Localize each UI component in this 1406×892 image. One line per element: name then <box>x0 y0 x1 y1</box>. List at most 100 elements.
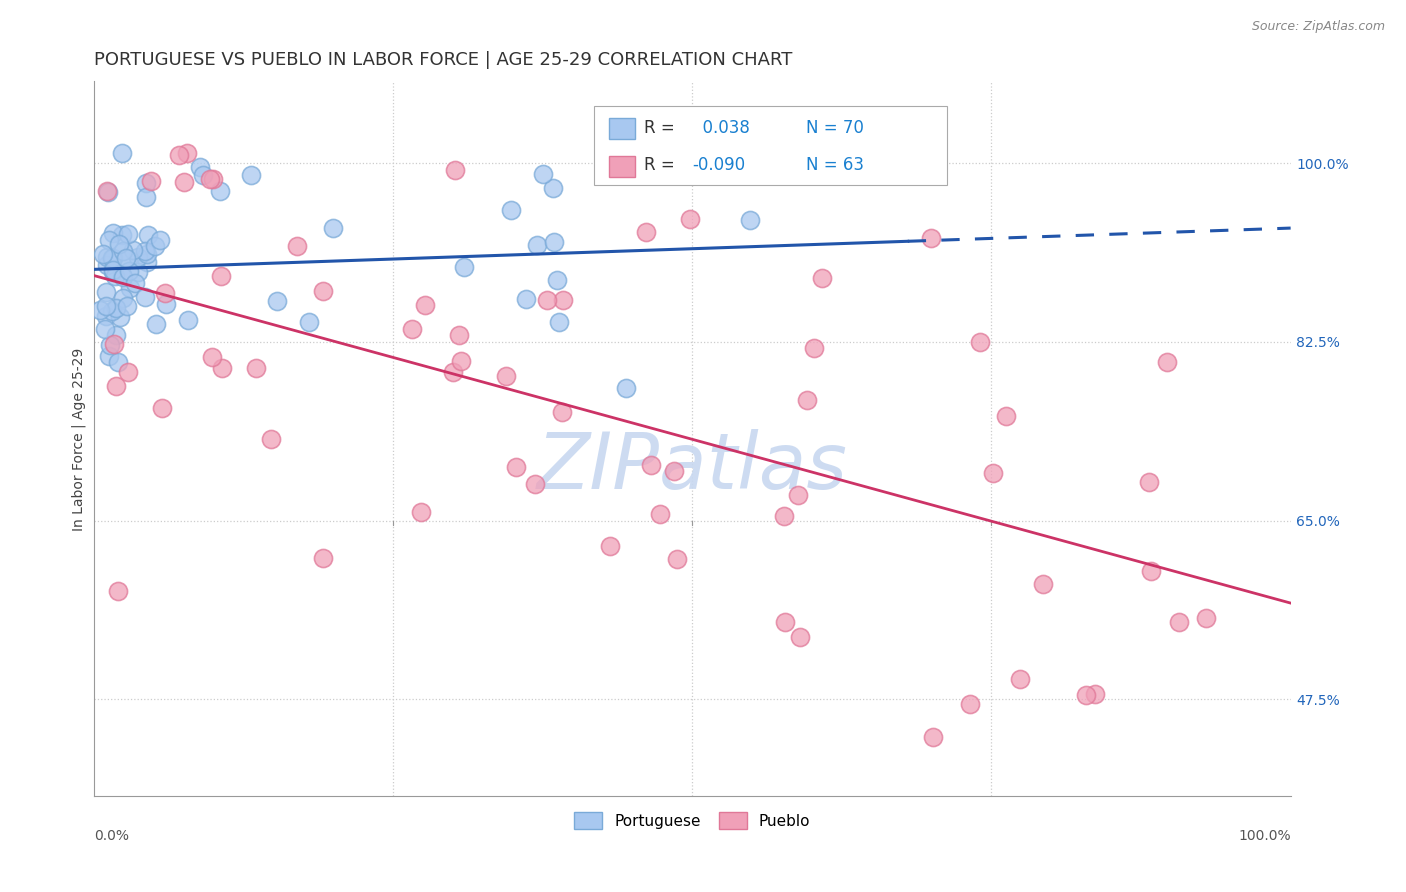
Point <box>536 293 558 307</box>
Point <box>1084 687 1107 701</box>
Point <box>177 313 200 327</box>
Text: N = 63: N = 63 <box>806 156 865 174</box>
Point <box>547 315 569 329</box>
Point <box>240 168 263 182</box>
Point <box>959 697 981 711</box>
Point <box>550 405 572 419</box>
Point <box>111 291 134 305</box>
Point <box>188 160 211 174</box>
Point <box>551 293 574 307</box>
Point <box>401 322 423 336</box>
Point <box>117 365 139 379</box>
Point <box>773 508 796 523</box>
Text: R =: R = <box>644 119 675 136</box>
Point <box>312 284 335 298</box>
Point <box>101 303 124 318</box>
Point <box>787 488 810 502</box>
Point <box>118 281 141 295</box>
Point <box>922 730 945 744</box>
Point <box>546 273 568 287</box>
Point <box>1139 475 1161 490</box>
Point <box>145 317 167 331</box>
Point <box>969 335 991 350</box>
Point <box>104 269 127 284</box>
Point <box>441 365 464 379</box>
Text: -0.090: -0.090 <box>692 156 745 174</box>
Point <box>322 220 344 235</box>
Point <box>103 263 125 277</box>
Point <box>260 432 283 446</box>
Point <box>96 185 118 199</box>
Text: R =: R = <box>644 156 675 174</box>
Text: 0.038: 0.038 <box>692 119 751 136</box>
Point <box>543 235 565 250</box>
Point <box>524 477 547 491</box>
Point <box>409 505 432 519</box>
Point <box>104 328 127 343</box>
Point <box>136 255 159 269</box>
Text: 100.0%: 100.0% <box>1239 829 1291 843</box>
Point <box>93 321 115 335</box>
Point <box>453 260 475 274</box>
Point <box>679 212 702 227</box>
Point <box>738 213 761 227</box>
Point <box>118 264 141 278</box>
Point <box>108 310 131 325</box>
Point <box>526 237 548 252</box>
Point <box>139 174 162 188</box>
Legend: Portuguese, Pueblo: Portuguese, Pueblo <box>568 806 817 835</box>
Point <box>96 299 118 313</box>
Point <box>994 409 1017 424</box>
FancyBboxPatch shape <box>595 106 948 185</box>
Point <box>640 458 662 472</box>
Point <box>115 251 138 265</box>
Point <box>1168 615 1191 630</box>
Point <box>127 265 149 279</box>
Point <box>124 276 146 290</box>
Point <box>505 459 527 474</box>
Point <box>96 309 118 323</box>
Point <box>981 467 1004 481</box>
Point <box>298 315 321 329</box>
Point <box>98 338 121 352</box>
Point <box>1008 672 1031 686</box>
Point <box>96 258 118 272</box>
Point <box>121 244 143 258</box>
Point <box>101 265 124 279</box>
Point <box>636 225 658 239</box>
Point <box>1032 577 1054 591</box>
Point <box>134 290 156 304</box>
Point <box>443 163 465 178</box>
Point <box>135 176 157 190</box>
Point <box>104 301 127 316</box>
Point <box>107 583 129 598</box>
Point <box>96 250 118 264</box>
Text: ZIPatlas: ZIPatlas <box>537 429 848 506</box>
Point <box>107 355 129 369</box>
Point <box>111 227 134 242</box>
Point <box>112 269 135 284</box>
Point <box>111 268 134 283</box>
Point <box>176 145 198 160</box>
Point <box>920 230 942 244</box>
Point <box>117 252 139 266</box>
Point <box>167 147 190 161</box>
Point <box>111 244 134 258</box>
Bar <box>609 156 636 178</box>
Point <box>665 552 688 566</box>
Point <box>495 368 517 383</box>
Point <box>501 203 523 218</box>
Point <box>98 233 121 247</box>
Point <box>266 294 288 309</box>
Point <box>193 168 215 182</box>
Point <box>312 551 335 566</box>
Point <box>650 507 672 521</box>
Text: 0.0%: 0.0% <box>94 829 129 843</box>
Point <box>208 184 231 198</box>
Point <box>1195 610 1218 624</box>
Point <box>209 268 232 283</box>
Point <box>134 244 156 259</box>
Point <box>105 379 128 393</box>
Point <box>101 251 124 265</box>
Point <box>136 227 159 242</box>
